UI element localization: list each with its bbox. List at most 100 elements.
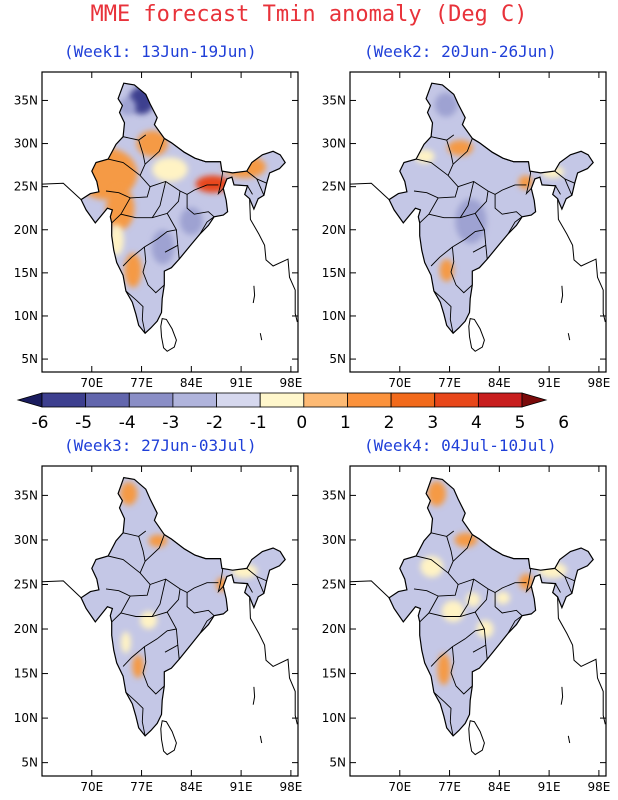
anomaly-patch (519, 573, 534, 590)
panel-title-week2: (Week2: 20Jun-26Jun) (364, 42, 557, 61)
state-boundary (122, 628, 177, 667)
coastline (42, 580, 82, 599)
lat-tick-label: 15N (14, 667, 38, 681)
lat-tick-label: 10N (14, 309, 38, 323)
state-boundary (105, 555, 151, 597)
colorbar-label: -5 (75, 413, 92, 433)
lon-tick-label: 98E (279, 376, 302, 390)
state-boundary (125, 290, 146, 334)
india-outline (388, 82, 594, 335)
lon-tick-label: 70E (80, 780, 103, 794)
state-boundary (144, 138, 165, 165)
state-boundaries (413, 530, 575, 736)
state-boundary (186, 592, 215, 617)
sri-lanka-outline (160, 318, 177, 352)
state-boundary (256, 576, 267, 582)
lat-tick-label: 10N (322, 711, 346, 725)
lat-tick-label: 35N (322, 488, 346, 502)
colorbar-label: 5 (515, 413, 526, 433)
state-boundary (413, 555, 459, 597)
coastline (249, 596, 298, 725)
lon-tick-label: 98E (279, 780, 302, 794)
map-frame (41, 71, 299, 373)
lon-tick-label: 98E (587, 376, 610, 390)
lat-tick-label: 30N (322, 533, 346, 547)
colorbar-label: 4 (471, 413, 482, 433)
state-boundary (452, 534, 473, 562)
lon-tick-label: 91E (538, 376, 561, 390)
state-boundary (430, 229, 485, 267)
colorbar-label: 3 (427, 413, 438, 433)
coastline (567, 333, 571, 341)
anomaly-patch (120, 482, 138, 506)
state-boundary (472, 644, 487, 653)
anomaly-patch (120, 631, 131, 654)
state-boundary (474, 611, 488, 660)
anomaly-patch (495, 591, 510, 605)
sri-lanka-outline (468, 720, 485, 756)
state-boundary (419, 213, 430, 224)
colorbar-swatch (390, 392, 436, 408)
india-landmass (81, 477, 286, 736)
state-boundary (105, 158, 151, 199)
lon-tick-label: 84E (180, 376, 203, 390)
lat-tick-label: 5N (329, 756, 346, 770)
lon-tick-label: 91E (230, 780, 253, 794)
coastline (259, 333, 263, 341)
coastline (560, 686, 564, 705)
lat-tick-label: 25N (322, 180, 346, 194)
colorbar-swatch (303, 392, 348, 408)
map-panel-week3: 35N 30N 25N 20N 15N 10N 5N 70E 77E 84E 91E 98E (14, 465, 302, 794)
india-outline (80, 476, 286, 737)
anomaly-patch (427, 481, 446, 507)
coastline (472, 137, 529, 163)
state-boundary (507, 216, 523, 235)
india-outline (80, 82, 286, 335)
coastline (567, 735, 571, 744)
colorbar-swatch (434, 392, 479, 408)
state-boundary (151, 181, 167, 218)
sri-lanka-outline (160, 720, 177, 756)
lon-tick-label: 77E (130, 780, 153, 794)
coastline (259, 735, 263, 744)
coastline (164, 137, 221, 163)
lon-tick-label: 70E (80, 376, 103, 390)
anomaly-patch (455, 198, 487, 244)
map-frame (349, 71, 607, 373)
anomaly-patch (437, 653, 451, 686)
state-boundary (450, 246, 473, 294)
state-boundary (142, 646, 165, 695)
panel-title-week3: (Week3: 27Jun-03Jul) (64, 436, 257, 455)
lat-tick-label: 20N (14, 223, 38, 237)
map-panel-week1: 35N 30N 25N 20N 15N 10N 5N 70E 77E 84E 91E 98E (14, 71, 302, 390)
lat-tick-label: 15N (14, 266, 38, 280)
colorbar-swatch (128, 392, 174, 408)
figure-title: MME forecast Tmin anomaly (Deg C) (90, 2, 528, 27)
colorbar-label: -4 (119, 413, 136, 433)
state-boundary (186, 194, 215, 218)
state-boundaries (413, 134, 575, 334)
lat-tick-label: 30N (322, 137, 346, 151)
state-boundary (151, 578, 167, 617)
anomaly-patch (118, 97, 136, 116)
state-boundary (433, 691, 454, 736)
anomaly-patch (518, 175, 533, 190)
colorbar-label: 0 (296, 413, 307, 433)
coastline (252, 285, 256, 304)
state-boundary (138, 536, 146, 574)
panel-title-week1: (Week1: 13Jun-19Jun) (64, 42, 257, 61)
coastline (42, 182, 82, 200)
state-boundary (256, 178, 267, 184)
colorbar-swatch (347, 392, 392, 408)
state-boundary (166, 611, 180, 660)
lat-tick-label: 5N (329, 352, 346, 366)
colorbar-swatch (216, 392, 261, 408)
anomaly-patch (420, 555, 444, 578)
coastline (557, 198, 606, 323)
anomaly-patch (179, 207, 203, 235)
colorbar-label: -3 (162, 413, 179, 433)
anomaly-patch (152, 157, 188, 182)
state-boundary (564, 178, 575, 184)
coastline (557, 596, 606, 725)
state-boundary (459, 578, 475, 617)
